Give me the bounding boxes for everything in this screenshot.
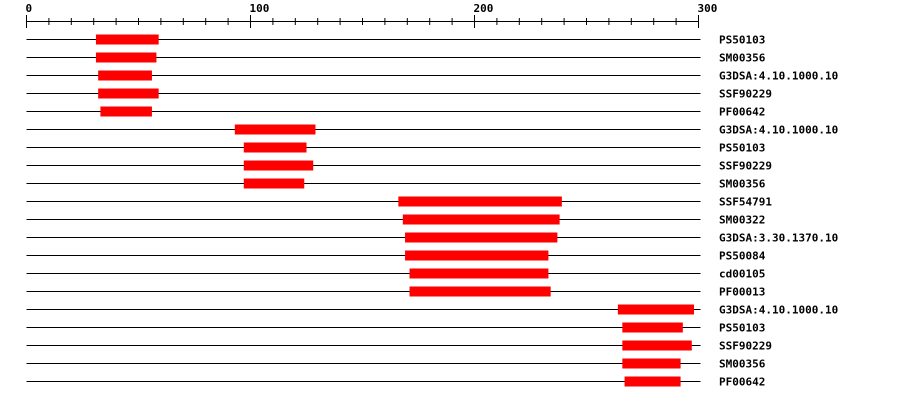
domain-label: SM00356 — [719, 178, 766, 191]
domain-bar — [100, 106, 152, 117]
domain-track: PF00013 — [26, 286, 765, 299]
domain-bar — [234, 124, 316, 135]
axis-tick-label: 100 — [250, 2, 270, 15]
domain-label: G3DSA:4.10.1000.10 — [719, 124, 838, 137]
domain-track: PS50103 — [26, 322, 765, 335]
domain-track: SM00356 — [26, 178, 766, 191]
domain-bar — [243, 160, 314, 171]
domain-bar — [405, 250, 549, 261]
domain-label: SSF90229 — [719, 88, 772, 101]
domain-label: PF00013 — [719, 286, 765, 299]
domain-bar — [622, 322, 683, 333]
domain-track: G3DSA:3.30.1370.10 — [26, 232, 838, 245]
domain-label: SM00322 — [719, 214, 765, 227]
domain-track: PF00642 — [26, 106, 765, 119]
domain-bar — [95, 34, 159, 45]
domain-track: G3DSA:4.10.1000.10 — [26, 70, 838, 83]
domain-bar — [98, 88, 159, 99]
domain-label: SSF54791 — [719, 196, 772, 209]
domain-track: SM00356 — [26, 358, 766, 371]
domain-track: PF00642 — [26, 376, 765, 389]
domain-label: cd00105 — [719, 268, 765, 281]
domain-label: G3DSA:3.30.1370.10 — [719, 232, 838, 245]
domain-label: SM00356 — [719, 358, 766, 371]
domain-bar — [243, 142, 307, 153]
domain-track: PS50103 — [26, 142, 765, 155]
domain-bar — [622, 358, 681, 369]
domain-track: SSF90229 — [26, 160, 772, 173]
domain-bar — [624, 376, 681, 387]
domain-bar — [405, 232, 558, 243]
axis-tick-label: 200 — [474, 2, 494, 15]
domain-label: PS50084 — [719, 250, 766, 263]
domain-bar — [243, 178, 305, 189]
domain-track: G3DSA:4.10.1000.10 — [26, 304, 838, 317]
domain-bar — [409, 268, 549, 279]
domain-bar — [617, 304, 695, 315]
domain-label: G3DSA:4.10.1000.10 — [719, 304, 838, 317]
domain-label: PS50103 — [719, 34, 765, 47]
axis-tick-label: 0 — [26, 2, 33, 15]
domain-label: SSF90229 — [719, 160, 772, 173]
domain-label: PS50103 — [719, 322, 765, 335]
domain-track: PS50084 — [26, 250, 766, 263]
domain-bar — [622, 340, 692, 351]
domain-bar — [402, 214, 560, 225]
domain-bar — [409, 286, 551, 297]
domain-label: G3DSA:4.10.1000.10 — [719, 70, 838, 83]
domain-bar — [398, 196, 562, 207]
domain-label: PF00642 — [719, 376, 765, 389]
domain-label: SM00356 — [719, 52, 766, 65]
axis-tick-label: 300 — [698, 2, 718, 15]
domain-track: SSF90229 — [26, 340, 772, 353]
domain-bar — [98, 70, 152, 81]
domain-track: SM00356 — [26, 52, 766, 65]
domain-bar — [95, 52, 157, 63]
domain-track: SM00322 — [26, 214, 765, 227]
domain-label: PF00642 — [719, 106, 765, 119]
domain-track: SSF54791 — [26, 196, 772, 209]
domain-track: cd00105 — [26, 268, 765, 281]
domain-label: PS50103 — [719, 142, 765, 155]
domain-track: G3DSA:4.10.1000.10 — [26, 124, 838, 137]
domain-track: SSF90229 — [26, 88, 772, 101]
domain-track: PS50103 — [26, 34, 765, 47]
domain-label: SSF90229 — [719, 340, 772, 353]
